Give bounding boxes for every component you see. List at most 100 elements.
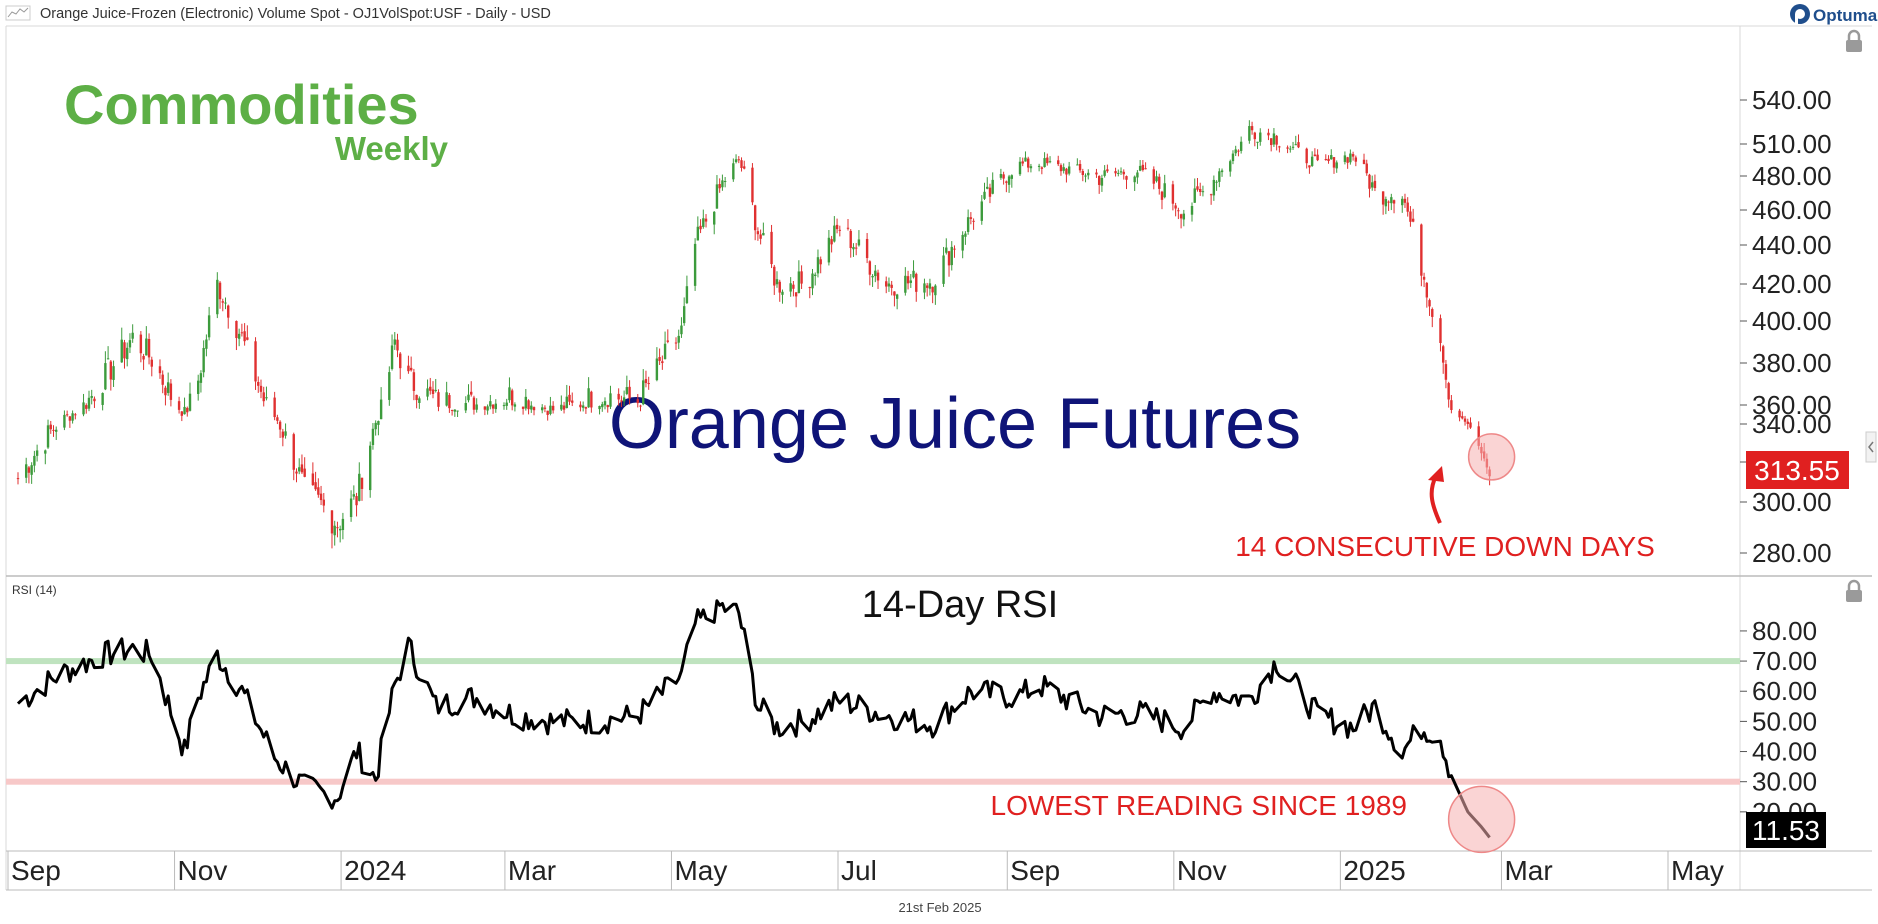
candle [915,272,918,302]
candle [1305,147,1308,169]
candle [352,485,356,500]
candle [1212,175,1216,201]
candle [30,462,33,484]
candle [751,163,754,206]
candle [412,368,416,401]
candle [27,465,31,484]
candle [205,334,208,357]
candle [532,406,536,416]
rsi-tick-label: 70.00 [1752,646,1817,676]
candle [743,160,746,170]
candle [1029,163,1033,173]
candle [628,380,631,405]
candle [549,396,552,416]
candle [188,382,192,412]
candle [1043,152,1046,168]
candle [142,353,145,370]
candle [82,393,85,417]
chart-title: Orange Juice-Frozen (Electronic) Volume … [40,6,551,22]
candle [1330,149,1333,160]
candle [1133,175,1136,191]
lock-icon[interactable] [1846,29,1862,52]
candle [950,241,953,271]
candle [65,410,69,417]
candle [923,278,926,300]
candle [295,468,298,483]
candle [849,229,852,258]
candle [1196,177,1199,192]
candle [393,332,396,350]
chevron-left-icon[interactable] [1865,431,1877,463]
x-tick-label: Mar [508,855,556,886]
candle [797,260,801,294]
candle [303,457,306,478]
candle [399,352,402,380]
candle [147,333,151,365]
candle [196,374,200,401]
rsi-annotation-text: LOWEST READING SINCE 1989 [991,790,1408,821]
lock-icon[interactable] [1846,579,1862,602]
candle [1179,213,1183,229]
candle [808,286,811,299]
candle [319,485,323,506]
brand-name: Optuma [1813,6,1878,25]
candle [890,280,893,296]
candle [456,410,459,418]
candle [1122,169,1125,180]
candle [762,222,765,236]
logo-word-commodities: Commodities [64,73,419,136]
candle [655,347,659,382]
candle [218,281,222,309]
candle [1067,161,1071,176]
candle [699,219,702,234]
candle [1447,381,1450,408]
candle [300,454,304,475]
candle [1401,196,1404,213]
candle [639,404,642,412]
candle [530,401,533,413]
candle [1368,173,1371,198]
candle [868,260,872,286]
candle [1291,141,1295,150]
candle [966,209,970,235]
rsi-series [16,599,1491,839]
candle [33,450,36,473]
candle [317,478,320,498]
candle [52,425,55,437]
x-tick-label: 2024 [344,855,406,886]
candle [298,458,301,475]
candle [1037,163,1041,172]
candle [819,256,822,274]
candle [505,398,508,410]
price-tick-label: 280.00 [1752,538,1832,568]
candle [1234,145,1237,157]
candle [999,168,1003,180]
candle [330,510,334,549]
price-low-highlight-circle [1467,433,1516,481]
x-tick-label: Jul [841,855,877,886]
candle [969,212,973,225]
candle [715,175,719,209]
candle [486,404,489,415]
candle [104,351,107,391]
candle [674,337,678,351]
candle [1144,162,1147,170]
candle [464,396,467,414]
candle [737,156,740,164]
candle [1439,314,1442,352]
candle [617,388,620,406]
candle [906,270,910,290]
candle [904,267,907,296]
candle [560,395,563,411]
candle [63,410,66,431]
rsi-annotation: LOWEST READING SINCE 1989 [991,785,1516,854]
candle [333,520,336,546]
price-last-value-badge: 313.55 [1746,451,1849,489]
candle [1346,156,1349,169]
candle [1335,160,1338,173]
rsi-chart-title: 14-Day RSI [862,584,1058,626]
price-y-axis: 280.00300.00320.00340.00360.00380.00400.… [1740,85,1832,568]
candle [145,326,148,356]
candle [740,157,743,172]
candle [980,195,983,225]
